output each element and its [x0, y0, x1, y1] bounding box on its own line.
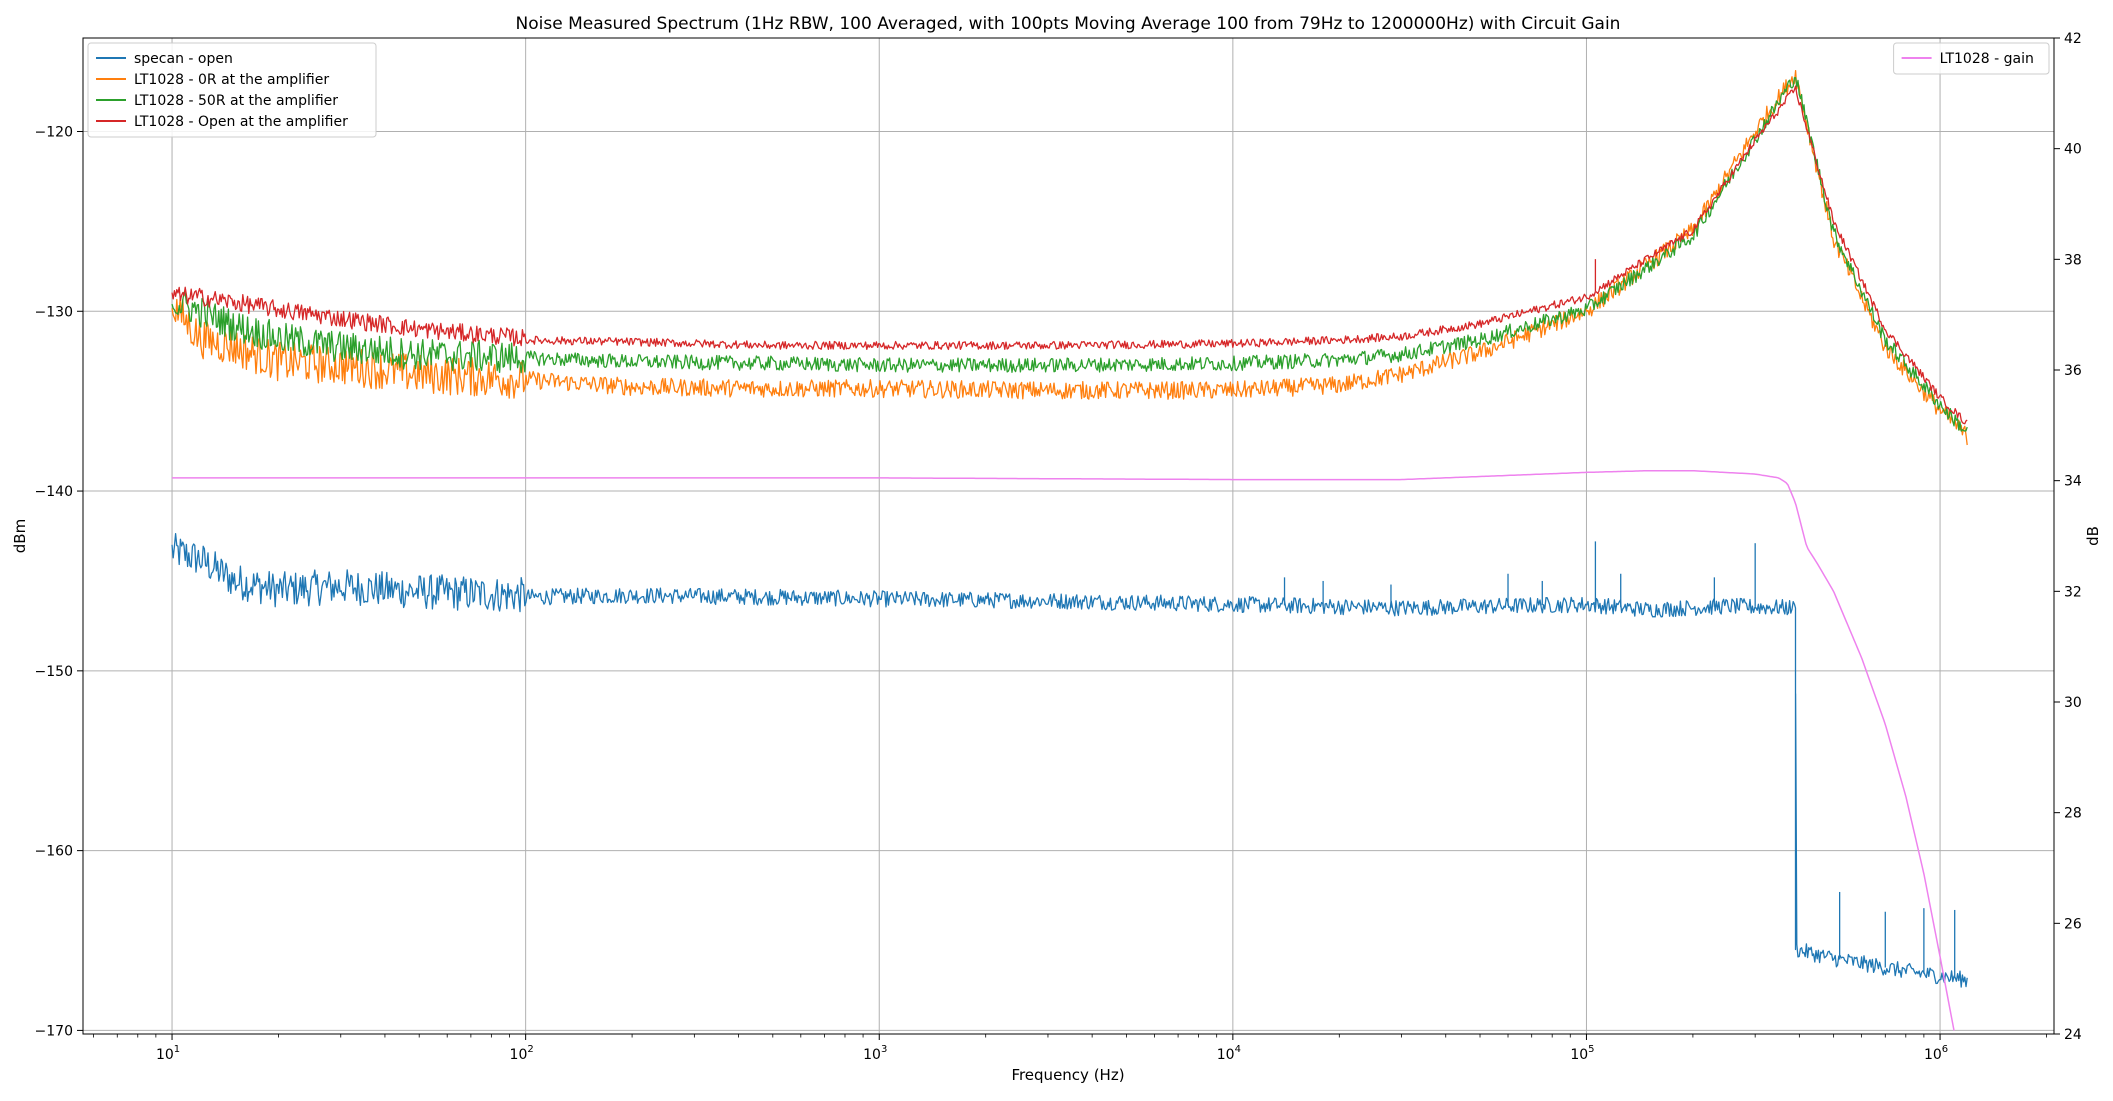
- y2-tick-label: 36: [2064, 363, 2082, 379]
- y-tick-label: −120: [35, 124, 73, 140]
- y2-tick-label: 26: [2064, 916, 2082, 932]
- y2-axis-label: dB: [2084, 526, 2102, 546]
- x-tick-label: 103: [863, 1044, 887, 1063]
- y2-tick-label: 42: [2064, 31, 2082, 47]
- x-tick-label: 105: [1570, 1044, 1594, 1063]
- plot-frame: [82, 37, 2055, 1035]
- series-group: [171, 77, 1968, 432]
- ticks-layer: 101 102 103 104 105 106 −120 −130 −140 −150 −160 −1…: [35, 31, 2082, 1063]
- legend-label: LT1028 - 0R at the amplifier: [134, 72, 329, 88]
- series-layer: [171, 69, 1968, 1031]
- x-tick-label: 102: [510, 1044, 534, 1063]
- series-group: [172, 469, 1955, 1031]
- series-group: [171, 85, 1968, 425]
- x-tick-label: 106: [1924, 1044, 1948, 1063]
- series-group: [171, 533, 1968, 988]
- legend-label: specan - open: [134, 51, 233, 67]
- legend-left: specan - open LT1028 - 0R at the amplifie…: [87, 42, 377, 138]
- legend-box: [87, 42, 377, 138]
- y-tick-label: −130: [35, 304, 73, 320]
- y-tick-label: −150: [35, 664, 73, 680]
- chart-title: Noise Measured Spectrum (1Hz RBW, 100 Av…: [516, 14, 1621, 34]
- y-tick-label: −160: [35, 844, 73, 860]
- legend-label: LT1028 - 50R at the amplifier: [134, 93, 338, 109]
- legend-label: LT1028 - Open at the amplifier: [134, 114, 348, 130]
- y2-tick-label: 28: [2064, 806, 2082, 822]
- series-line: [172, 469, 1955, 1031]
- y2-tick-label: 34: [2064, 474, 2082, 490]
- y-axis-label: dBm: [11, 519, 29, 553]
- y2-tick-label: 30: [2064, 695, 2082, 711]
- y-tick-label: −170: [35, 1023, 73, 1039]
- series-line: [171, 533, 1968, 988]
- y2-tick-label: 32: [2064, 584, 2082, 600]
- x-tick-label: 104: [1217, 1044, 1241, 1063]
- grid-layer: [83, 38, 2054, 1034]
- y-tick-label: −140: [35, 484, 73, 500]
- legend-box: [1893, 42, 2050, 75]
- x-tick-label: 101: [156, 1044, 180, 1063]
- y2-tick-label: 24: [2064, 1027, 2082, 1043]
- legend-right: LT1028 - gain: [1893, 42, 2050, 75]
- y2-tick-label: 38: [2064, 252, 2082, 268]
- legend-label: LT1028 - gain: [1940, 51, 2034, 67]
- x-axis-label: Frequency (Hz): [1011, 1066, 1124, 1084]
- y2-tick-label: 40: [2064, 142, 2082, 158]
- series-line: [171, 85, 1968, 425]
- series-line: [171, 77, 1968, 432]
